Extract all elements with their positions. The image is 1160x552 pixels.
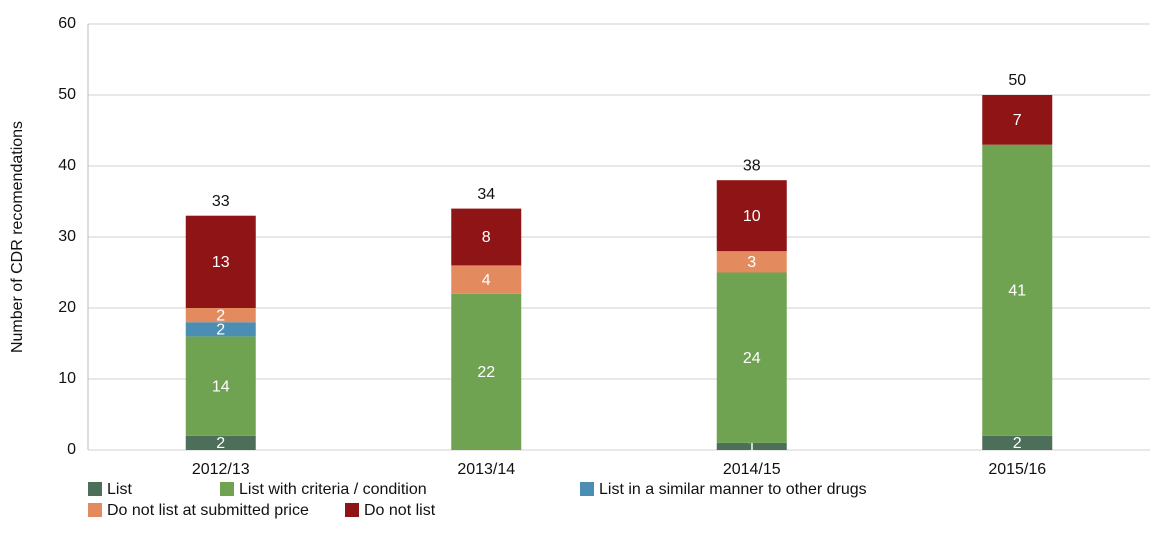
y-tick-label: 30 xyxy=(58,228,76,245)
x-tick-label: 2014/15 xyxy=(723,461,781,478)
data-label: 2 xyxy=(216,435,225,452)
y-axis-label: Number of CDR recomendations xyxy=(9,121,26,353)
bar-segment xyxy=(185,215,256,308)
data-label: 2 xyxy=(216,322,225,339)
y-tick-label: 20 xyxy=(58,299,76,316)
bar-segment xyxy=(185,336,256,436)
y-tick-label: 10 xyxy=(58,370,76,387)
data-label: 22 xyxy=(477,364,495,381)
bar-segment xyxy=(716,272,787,443)
bar-segment xyxy=(451,265,522,294)
total-label: 38 xyxy=(743,157,761,174)
bar-segment xyxy=(716,442,787,450)
bar-segment xyxy=(982,435,1053,450)
data-label: 2 xyxy=(216,307,225,324)
y-tick-label: 40 xyxy=(58,157,76,174)
bar-segment xyxy=(185,435,256,450)
total-label: 34 xyxy=(477,186,495,203)
legend-swatch xyxy=(88,503,102,517)
legend-swatch xyxy=(220,482,234,496)
x-tick-label: 2013/14 xyxy=(457,461,515,478)
bar-segment xyxy=(982,144,1053,436)
data-label: 14 xyxy=(212,378,230,395)
bar-segment xyxy=(185,322,256,337)
total-label: 33 xyxy=(212,193,230,210)
y-tick-label: 60 xyxy=(58,15,76,32)
y-tick-label: 0 xyxy=(67,441,76,458)
bar-segment xyxy=(716,180,787,252)
bar-segment xyxy=(716,251,787,273)
legend-swatch xyxy=(88,482,102,496)
legend-label: List in a similar manner to other drugs xyxy=(599,481,867,498)
y-tick-label: 50 xyxy=(58,86,76,103)
data-label: 1 xyxy=(747,439,756,456)
data-label: 3 xyxy=(747,254,756,271)
bar-segment xyxy=(982,95,1053,145)
legend-label: Do not list xyxy=(364,502,436,519)
data-label: 41 xyxy=(1008,282,1026,299)
bar-segment xyxy=(451,208,522,266)
data-label: 4 xyxy=(482,272,491,289)
x-tick-label: 2015/16 xyxy=(988,461,1046,478)
total-label: 50 xyxy=(1008,72,1026,89)
data-label: 10 xyxy=(743,208,761,225)
legend-label: List with criteria / condition xyxy=(239,481,427,498)
x-tick-label: 2012/13 xyxy=(192,461,250,478)
data-label: 24 xyxy=(743,350,761,367)
data-label: 13 xyxy=(212,254,230,271)
legend-swatch xyxy=(580,482,594,496)
data-label: 7 xyxy=(1013,112,1022,129)
data-label: 2 xyxy=(1013,435,1022,452)
bar-segment xyxy=(185,308,256,323)
data-label: 8 xyxy=(482,229,491,246)
legend-swatch xyxy=(345,503,359,517)
legend-label: List xyxy=(107,481,132,498)
bar-segment xyxy=(451,293,522,450)
legend-label: Do not list at submitted price xyxy=(107,502,309,519)
